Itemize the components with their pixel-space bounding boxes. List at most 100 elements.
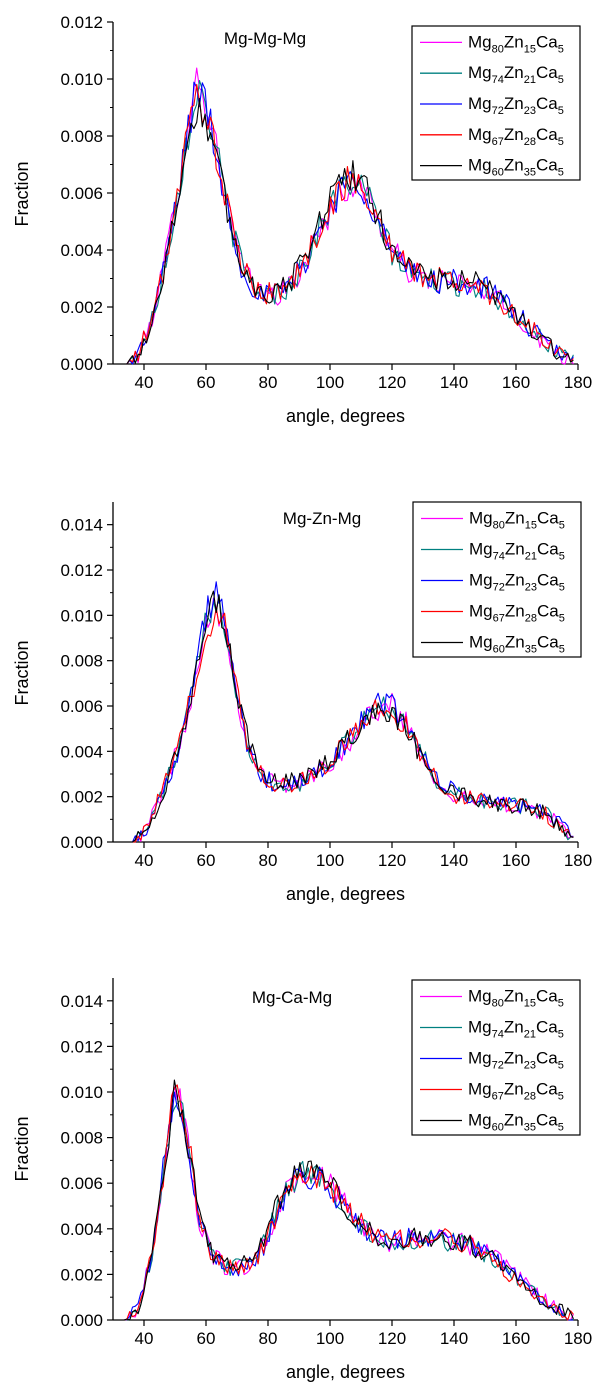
chart-panel-2: 40 60 80 100 120 140 160 180 0.000 0.002 0.004 0.00… <box>12 501 592 904</box>
legend-label-subscript: 15 <box>524 998 536 1010</box>
legend-label-element: Zn <box>504 125 524 144</box>
y-tick-label: 0.000 <box>60 1311 103 1330</box>
legend-label-subscript: 80 <box>492 998 504 1010</box>
legend-label-element: Ca <box>536 1018 558 1037</box>
x-tick-label: 180 <box>564 373 592 392</box>
y-tick-label: 0.006 <box>60 184 103 203</box>
legend-label-element: Mg <box>468 1018 492 1037</box>
legend-label-element: Ca <box>536 1049 558 1068</box>
legend-label-subscript: 60 <box>492 167 504 179</box>
legend-item: Mg72Zn23Ca5 <box>420 94 564 117</box>
y-tick-label: 0.010 <box>60 1083 103 1102</box>
series-line-Mg67Zn28Ca5 <box>113 1084 574 1321</box>
legend-label-element: Ca <box>536 1111 558 1130</box>
legend-label: Mg67Zn28Ca5 <box>468 125 564 148</box>
legend-label-element: Mg <box>468 94 492 113</box>
legend-label-element: Zn <box>504 94 524 113</box>
legend-label-element: Mg <box>468 32 492 51</box>
x-tick-label: 40 <box>135 1329 154 1348</box>
series-line-Mg60Zn35Ca5 <box>113 1079 574 1321</box>
legend-label: Mg80Zn15Ca5 <box>468 987 564 1010</box>
legend-label-subscript: 67 <box>493 613 505 625</box>
legend-label-element: Zn <box>504 1111 524 1130</box>
legend-item: Mg67Zn28Ca5 <box>420 125 564 148</box>
legend-label-element: Mg <box>469 509 493 528</box>
y-tick-label: 0.008 <box>60 127 103 146</box>
legend-label-subscript: 74 <box>492 74 504 86</box>
legend-item: Mg72Zn23Ca5 <box>420 1049 564 1072</box>
legend-item: Mg60Zn35Ca5 <box>420 156 564 179</box>
legend-label-element: Mg <box>468 1080 492 1099</box>
y-tick-label: 0.002 <box>60 1265 103 1284</box>
legend-label-element: Mg <box>468 156 492 175</box>
legend-label: Mg74Zn21Ca5 <box>468 63 564 86</box>
legend-item: Mg72Zn23Ca5 <box>421 571 565 594</box>
legend-box <box>411 25 581 181</box>
legend-label-subscript: 28 <box>524 136 536 148</box>
chart-panel-3: 40 60 80 100 120 140 160 180 0.000 0.002 0.004 0.00… <box>12 978 592 1382</box>
legend-label-subscript: 80 <box>493 520 505 532</box>
x-tick-label: 100 <box>316 373 344 392</box>
x-tick-label: 120 <box>378 373 406 392</box>
legend-label-subscript: 28 <box>525 613 537 625</box>
legend: Mg80Zn15Ca5Mg74Zn21Ca5Mg72Zn23Ca5Mg67Zn2… <box>411 25 581 181</box>
y-tick-label: 0.002 <box>60 298 103 317</box>
y-tick-label: 0.000 <box>60 833 103 852</box>
x-tick-label: 120 <box>378 851 406 870</box>
legend-label-subscript: 28 <box>524 1091 536 1103</box>
x-tick-label: 120 <box>378 1329 406 1348</box>
legend-label-element: Mg <box>468 63 492 82</box>
series-line-Mg67Zn28Ca5 <box>113 607 574 843</box>
legend-label-element: Ca <box>537 571 559 590</box>
x-tick-label: 140 <box>440 373 468 392</box>
legend-label: Mg80Zn15Ca5 <box>469 509 565 532</box>
y-tick-label: 0.006 <box>60 1174 103 1193</box>
legend-label-element: Mg <box>469 571 493 590</box>
legend-label-element: Zn <box>504 1018 524 1037</box>
y-axis-label: Fraction <box>12 640 32 705</box>
x-tick-label: 100 <box>316 1329 344 1348</box>
legend-label-subscript: 5 <box>558 43 564 55</box>
x-tick-label: 80 <box>259 1329 278 1348</box>
legend-item: Mg80Zn15Ca5 <box>420 987 564 1010</box>
legend-label-subscript: 5 <box>558 167 564 179</box>
legend-label-subscript: 23 <box>525 582 537 594</box>
y-tick-label: 0.012 <box>60 561 103 580</box>
legend-label-subscript: 5 <box>558 1029 564 1041</box>
legend-box <box>412 501 582 658</box>
legend-label: Mg72Zn23Ca5 <box>469 571 565 594</box>
x-tick-label: 180 <box>564 1329 592 1348</box>
legend-label-element: Ca <box>537 509 559 528</box>
x-tick-label: 140 <box>440 1329 468 1348</box>
legend-label-subscript: 5 <box>558 74 564 86</box>
legend-label-subscript: 80 <box>492 43 504 55</box>
legend-label-element: Ca <box>536 63 558 82</box>
y-tick-label: 0.004 <box>60 241 103 260</box>
y-tick-label: 0.012 <box>60 1037 103 1056</box>
x-tick-label: 160 <box>502 373 530 392</box>
legend-label-subscript: 5 <box>559 644 565 656</box>
legend-item: Mg74Zn21Ca5 <box>420 1018 564 1041</box>
legend-label-subscript: 5 <box>558 105 564 117</box>
legend-box <box>411 979 581 1136</box>
legend-label-subscript: 15 <box>525 520 537 532</box>
legend-label-subscript: 23 <box>524 105 536 117</box>
x-tick-label: 60 <box>197 373 216 392</box>
y-tick-label: 0.012 <box>60 13 103 32</box>
legend-label-subscript: 35 <box>524 167 536 179</box>
legend-label-element: Zn <box>504 156 524 175</box>
legend-label: Mg72Zn23Ca5 <box>468 94 564 117</box>
legend-label-subscript: 5 <box>559 582 565 594</box>
x-tick-label: 40 <box>135 851 154 870</box>
legend-label-subscript: 60 <box>493 644 505 656</box>
legend-label-element: Ca <box>536 987 558 1006</box>
x-tick-label: 140 <box>440 851 468 870</box>
legend-label-subscript: 21 <box>524 74 536 86</box>
legend-label-element: Mg <box>468 987 492 1006</box>
y-tick-label: 0.002 <box>60 788 103 807</box>
legend-label: Mg67Zn28Ca5 <box>469 602 565 625</box>
legend-label-element: Zn <box>505 571 525 590</box>
legend-label-subscript: 5 <box>559 520 565 532</box>
x-tick-label: 160 <box>502 1329 530 1348</box>
